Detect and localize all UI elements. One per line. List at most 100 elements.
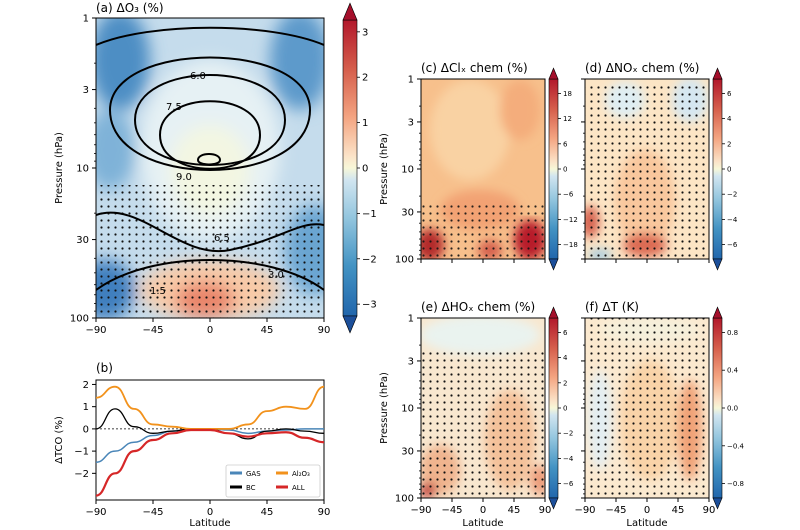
colorbar-tick-label: −6 <box>563 480 574 488</box>
colorbar-tick-label: 6 <box>727 90 732 98</box>
colorbar-ramp <box>712 78 723 260</box>
colorbar-tick-label: −0.8 <box>727 480 744 488</box>
colorbar-tick-label: −2 <box>563 430 573 438</box>
panel-f-field <box>585 318 709 498</box>
x-tick-label: 90 <box>318 325 331 336</box>
colorbar-tick-label: −18 <box>563 241 578 249</box>
colorbar-tick-label: 4 <box>563 354 568 362</box>
panel-c-field <box>421 79 545 259</box>
colorbar-extend-bottom <box>712 258 723 271</box>
colorbar-tick-label: 3 <box>362 27 368 38</box>
x-tick-label: 0 <box>644 505 650 516</box>
x-tick-label: 0 <box>480 505 486 516</box>
panel-a: (a) ΔO₃ (%) <box>54 1 377 336</box>
colorbar-tick-label: −3 <box>362 300 377 311</box>
colorbar-tick-label: −1 <box>362 209 377 220</box>
x-tick-label: 45 <box>261 325 274 336</box>
panel-f: (f) ΔT (K) −90 −45 0 45 90 Latitude 0.80.40.… <box>574 300 744 529</box>
legend-label: GAS <box>246 470 261 478</box>
colorbar-tick-label: 2 <box>563 379 567 387</box>
colorbar-tick-label: 18 <box>563 90 572 98</box>
colorbar-extend-bottom <box>548 258 559 271</box>
panel-e-title: (e) ΔHOₓ chem (%) <box>421 300 535 314</box>
colorbar-tick-label: −0.4 <box>727 442 745 450</box>
x-tick-label: 45 <box>261 507 274 518</box>
colorbar-tick-label: 0 <box>362 164 368 175</box>
panel-b: (b) 2 1 0 −1 −2 −90 −45 0 45 90 Latitude ΔTCO (%… <box>54 361 330 529</box>
colorbar-extend-top <box>712 67 723 80</box>
colorbar-tick-label: −6 <box>727 241 738 249</box>
panel-e-colorbar: 6 4 2 0 −2 −4 −6 <box>548 306 574 510</box>
panel-c: (c) ΔClₓ chem (%) 1 3 10 30 100 Pressure (hP… <box>379 61 578 271</box>
contour-label: 6.5 <box>214 233 230 244</box>
x-tick-label: 45 <box>672 505 685 516</box>
x-tick-label: 0 <box>207 507 213 518</box>
y-tick-label: 100 <box>70 314 89 325</box>
x-tick-label: 90 <box>318 507 331 518</box>
y-tick-label: 3 <box>83 85 89 96</box>
colorbar-tick-label: 0.0 <box>727 404 738 412</box>
panel-c-ylabel: Pressure (hPa) <box>379 133 390 205</box>
y-tick-label: 0 <box>83 424 89 435</box>
y-tick-label: 2 <box>83 380 89 391</box>
colorbar-tick-label: −2 <box>362 254 377 265</box>
colorbar-extend-top <box>712 306 723 319</box>
panel-a-ylabel: Pressure (hPa) <box>54 132 65 204</box>
panel-b-title: (b) <box>96 361 113 375</box>
colorbar-tick-label: 6 <box>563 140 568 148</box>
panel-e-xlabel: Latitude <box>462 518 503 529</box>
panel-d: (d) ΔNOₓ chem (%) 6 4 2 0 −2 −4 −6 <box>581 61 738 271</box>
colorbar-extend-top <box>548 306 559 319</box>
colorbar-tick-label: 12 <box>563 115 572 123</box>
x-tick-label: 90 <box>703 505 716 516</box>
y-tick-label: 1 <box>408 75 414 86</box>
contour-label: 1.5 <box>150 286 166 297</box>
panel-f-title: (f) ΔT (K) <box>585 300 639 314</box>
y-tick-label: 10 <box>401 404 414 415</box>
y-tick-label: −1 <box>74 447 89 458</box>
colorbar-extend-top <box>342 2 358 21</box>
colorbar-tick-label: 2 <box>362 73 368 84</box>
colorbar-ramp <box>548 317 559 499</box>
x-tick-label: 0 <box>207 325 213 336</box>
colorbar-ramp <box>548 78 559 260</box>
x-tick-label: −90 <box>574 505 595 516</box>
x-tick-label: −45 <box>605 505 626 516</box>
colorbar-tick-label: 0.4 <box>727 367 739 375</box>
x-tick-label: −90 <box>85 507 106 518</box>
y-tick-label: 1 <box>83 402 89 413</box>
x-tick-label: −45 <box>142 325 163 336</box>
colorbar-tick-label: −12 <box>563 216 578 224</box>
legend-label: BC <box>246 484 256 492</box>
series-line-alo <box>96 385 324 430</box>
colorbar-tick-label: 6 <box>563 329 568 337</box>
y-tick-label: 30 <box>401 446 414 457</box>
colorbar-tick-label: 0 <box>563 165 567 173</box>
y-tick-label: 100 <box>395 494 414 505</box>
colorbar-tick-label: 1 <box>362 118 368 129</box>
panel-a-colorbar: 3 2 1 0 −1 −2 −3 <box>342 2 377 334</box>
y-tick-label: 30 <box>401 207 414 218</box>
panel-b-ylabel: ΔTCO (%) <box>54 416 65 464</box>
y-tick-label: 1 <box>83 14 89 25</box>
y-tick-label: 10 <box>401 165 414 176</box>
colorbar-tick-label: 2 <box>727 140 731 148</box>
colorbar-tick-label: 4 <box>727 115 732 123</box>
colorbar-extend-bottom <box>712 497 723 510</box>
colorbar-tick-label: −4 <box>727 216 738 224</box>
panel-f-xlabel: Latitude <box>626 518 667 529</box>
panel-a-field: 6.0 7.5 9.0 6.5 3.0 1.5 <box>96 18 324 318</box>
colorbar-ramp <box>712 317 723 499</box>
x-tick-label: −90 <box>410 505 431 516</box>
legend-label: ALL <box>292 484 305 492</box>
colorbar-extend-top <box>548 67 559 80</box>
series-line-all <box>96 428 324 497</box>
colorbar-tick-label: −6 <box>563 191 574 199</box>
panel-c-colorbar: 18 12 6 0 −6 −12 −18 <box>548 67 578 271</box>
panel-c-title: (c) ΔClₓ chem (%) <box>421 61 528 75</box>
panel-b-legend: GAS BC Al₂O₃ ALL <box>225 464 321 498</box>
x-tick-label: 45 <box>508 505 521 516</box>
contour-label: 6.0 <box>190 71 206 82</box>
